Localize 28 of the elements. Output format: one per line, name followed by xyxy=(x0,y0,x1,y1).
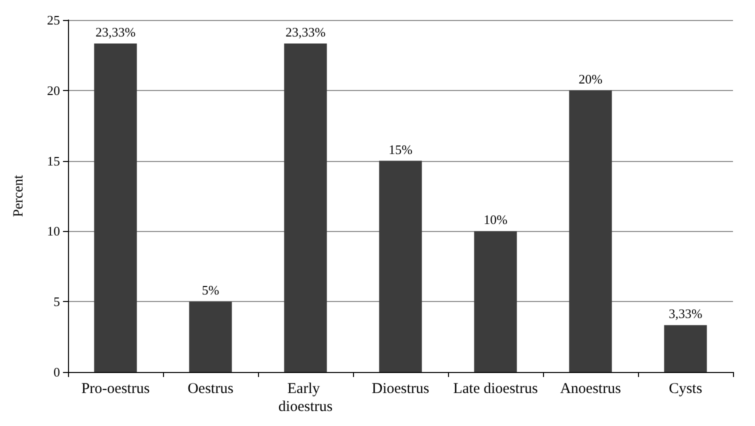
x-tick-label: Dioestrus xyxy=(372,381,430,397)
bar xyxy=(379,160,422,372)
data-label: 23,33% xyxy=(95,24,136,40)
x-tick-label: Late dioestrus xyxy=(453,381,538,397)
y-tick-label: 15 xyxy=(47,153,60,168)
bar xyxy=(664,325,707,372)
y-tick-label: 20 xyxy=(47,82,60,98)
x-tick-label: Oestrus xyxy=(188,381,234,397)
bar xyxy=(569,90,612,372)
data-label: 20% xyxy=(578,71,603,86)
y-tick-label: 0 xyxy=(54,364,60,380)
x-tick-label: Early dioestrus xyxy=(278,381,333,415)
data-label: 15% xyxy=(388,142,413,157)
x-tick-label: Anoestrus xyxy=(560,381,622,397)
y-tick-label: 5 xyxy=(54,294,60,310)
data-label: 10% xyxy=(484,212,508,228)
bar xyxy=(284,44,327,372)
bar xyxy=(94,44,137,372)
x-tick-label: Pro-oestrus xyxy=(81,381,150,397)
bar xyxy=(189,302,232,372)
y-axis-title: Percent xyxy=(12,174,26,217)
y-tick-label: 10 xyxy=(47,224,60,239)
y-tick-label: 25 xyxy=(47,12,60,28)
data-label: 3,33% xyxy=(668,306,702,322)
data-label: 5% xyxy=(202,282,220,298)
x-tick-label: Cysts xyxy=(668,381,702,397)
data-label: 23,33% xyxy=(285,24,326,40)
bar xyxy=(474,231,517,372)
